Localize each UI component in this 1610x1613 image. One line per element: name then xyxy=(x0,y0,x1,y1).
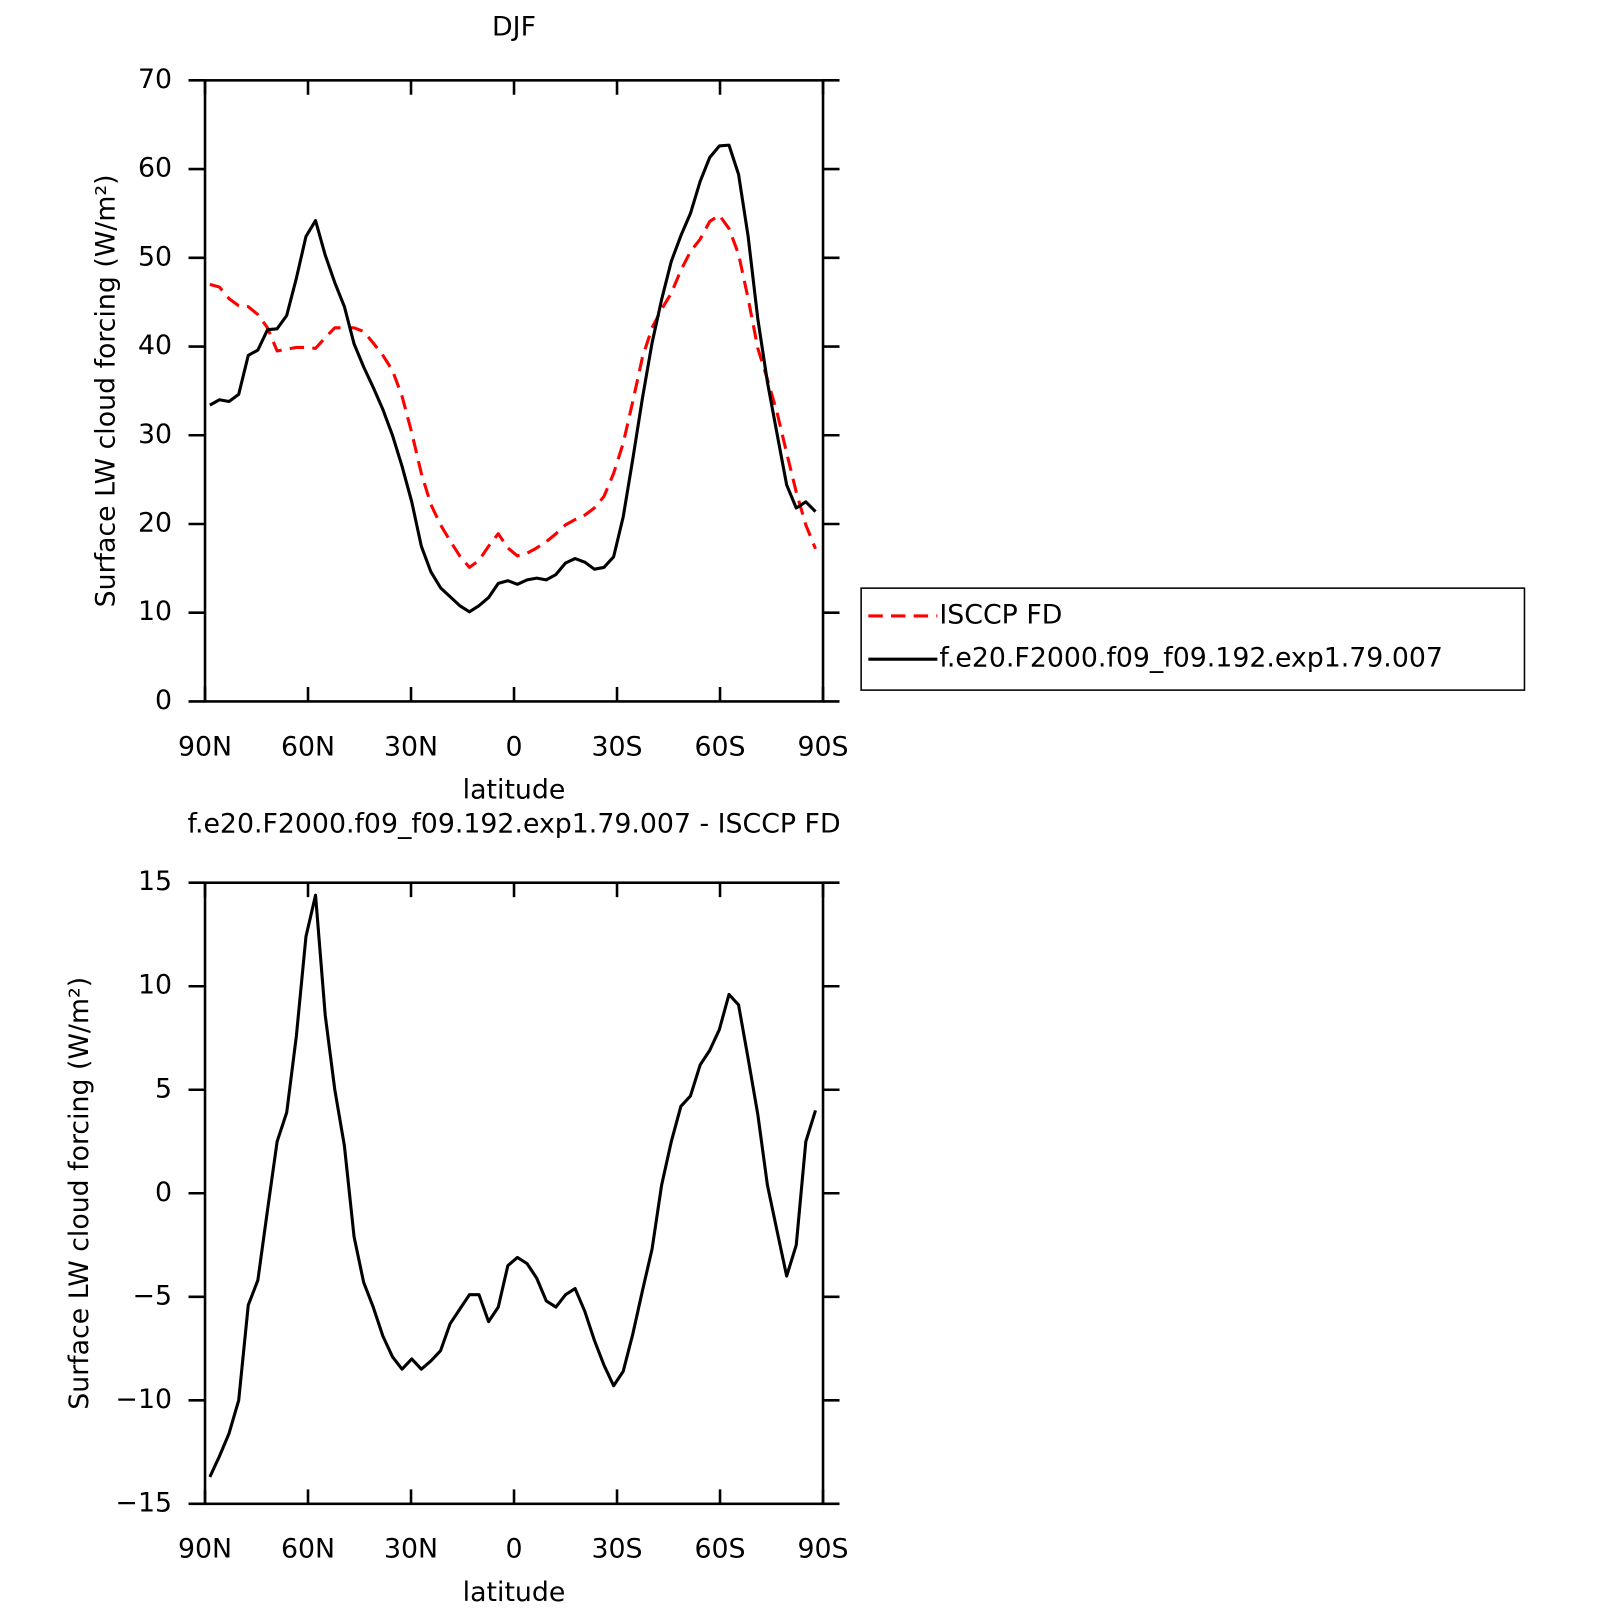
x-tick-label: 90N xyxy=(178,731,232,762)
y-tick-label: 10 xyxy=(138,970,172,1001)
y-tick-label: −15 xyxy=(116,1487,173,1518)
y-tick-label: 10 xyxy=(138,596,172,627)
y-tick-label: 40 xyxy=(138,330,172,361)
x-tick-label: 90S xyxy=(797,731,848,762)
chart-title: DJF xyxy=(492,11,536,42)
data-line xyxy=(209,213,817,569)
x-tick-label: 30N xyxy=(384,1534,438,1565)
y-axis-label: Surface LW cloud forcing (W/m²) xyxy=(91,174,122,607)
plot-frame xyxy=(203,881,825,1506)
x-tick-label: 60N xyxy=(281,731,335,762)
y-tick-label: 5 xyxy=(155,1073,172,1104)
x-tick-label: 90N xyxy=(178,1534,232,1565)
y-tick-label: 0 xyxy=(155,685,172,716)
y-tick-label: 30 xyxy=(138,419,172,450)
data-line xyxy=(209,143,817,614)
y-tick-label: −5 xyxy=(133,1280,172,1311)
data-line xyxy=(208,893,817,1478)
chart-title: f.e20.F2000.f09_f09.192.exp1.79.007 - IS… xyxy=(187,809,840,840)
plot-frame xyxy=(203,79,825,703)
y-tick-label: 20 xyxy=(138,507,172,538)
x-tick-label: 60N xyxy=(281,1534,335,1565)
x-tick-label: 30N xyxy=(384,731,438,762)
x-tick-label: 60S xyxy=(694,1534,745,1565)
x-tick-label: 60S xyxy=(694,731,745,762)
y-tick-label: 15 xyxy=(138,866,172,897)
legend-label: ISCCP FD xyxy=(939,599,1062,630)
x-axis-label: latitude xyxy=(463,775,566,806)
legend-label: f.e20.F2000.f09_f09.192.exp1.79.007 xyxy=(939,643,1443,674)
y-tick-label: 50 xyxy=(138,241,172,272)
y-tick-label: −10 xyxy=(116,1384,173,1415)
x-tick-label: 90S xyxy=(797,1534,848,1565)
x-tick-label: 0 xyxy=(506,731,523,762)
y-tick-label: 0 xyxy=(155,1177,172,1208)
x-tick-label: 30S xyxy=(591,731,642,762)
x-tick-label: 30S xyxy=(591,1534,642,1565)
x-tick-label: 0 xyxy=(506,1534,523,1565)
y-tick-label: 70 xyxy=(138,64,172,95)
y-tick-label: 60 xyxy=(138,153,172,184)
x-axis-label: latitude xyxy=(463,1577,566,1608)
legend-box xyxy=(860,587,1526,691)
y-axis-label: Surface LW cloud forcing (W/m²) xyxy=(64,977,95,1410)
